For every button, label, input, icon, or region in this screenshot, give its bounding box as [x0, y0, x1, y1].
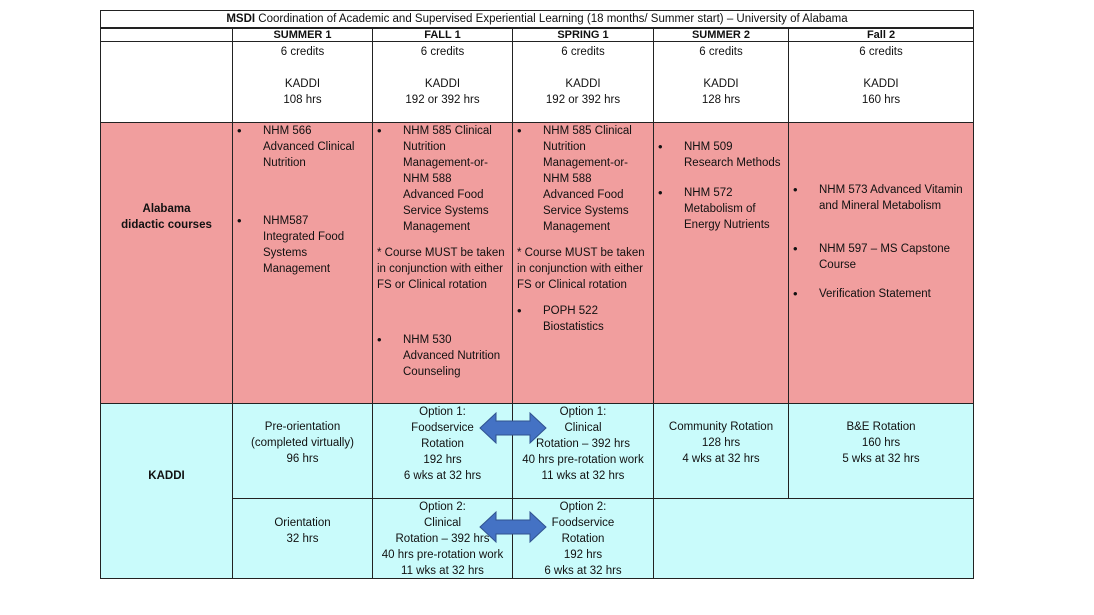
didactic-row-label: Alabama didactic courses	[100, 122, 233, 404]
credits-summer2: 6 credits KADDI 128 hrs	[653, 41, 789, 123]
table-title: MSDI Coordination of Academic and Superv…	[100, 10, 974, 28]
course-item: NHM 572 Metabolism of Energy Nutrients	[654, 185, 788, 233]
didactic-spring1: NHM 585 Clinical Nutrition Management-or…	[512, 122, 654, 404]
course-item: NHM587 Integrated Food Systems Managemen…	[233, 213, 372, 277]
course-item: NHM 566 Advanced Clinical Nutrition	[233, 123, 372, 171]
kaddi-row-label: KADDI	[100, 403, 233, 579]
credits-fall1: 6 credits KADDI 192 or 392 hrs	[372, 41, 513, 123]
kaddi-summer2-top: Community Rotation 128 hrs 4 wks at 32 h…	[653, 403, 789, 499]
header-empty	[100, 28, 233, 42]
swap-arrow-icon	[479, 510, 547, 544]
header-fall1: FALL 1	[372, 28, 513, 42]
course-item: NHM 597 – MS Capstone Course	[789, 241, 973, 273]
course-item: NHM 573 Advanced Vitamin and Mineral Met…	[789, 182, 973, 214]
header-summer2: SUMMER 2	[653, 28, 789, 42]
kaddi-summer1-bottom: Orientation 32 hrs	[232, 498, 373, 579]
course-item: NHM 585 Clinical Nutrition Management-or…	[373, 123, 512, 235]
didactic-fall1: NHM 585 Clinical Nutrition Management-or…	[372, 122, 513, 404]
title-bold: MSDI	[226, 13, 256, 25]
didactic-summer2: NHM 509 Research Methods NHM 572 Metabol…	[653, 122, 789, 404]
course-note: * Course MUST be taken in conjunction wi…	[377, 247, 505, 291]
swap-arrow-icon	[479, 411, 547, 445]
credits-empty	[100, 41, 233, 123]
kaddi-summer1-top: Pre-orientation (completed virtually) 96…	[232, 403, 373, 499]
course-item: Verification Statement	[789, 286, 973, 302]
didactic-summer1: NHM 566 Advanced Clinical Nutrition NHM5…	[232, 122, 373, 404]
header-spring1: SPRING 1	[512, 28, 654, 42]
kaddi-spring1-bottom: Option 2: Foodservice Rotation 192 hrs 6…	[512, 498, 654, 579]
header-summer1: SUMMER 1	[232, 28, 373, 42]
course-item: NHM 530 Advanced Nutrition Counseling	[373, 332, 512, 380]
credits-fall2: 6 credits KADDI 160 hrs	[788, 41, 974, 123]
credits-summer1: 6 credits KADDI 108 hrs	[232, 41, 373, 123]
course-note: * Course MUST be taken in conjunction wi…	[517, 247, 645, 291]
title-text: Coordination of Academic and Supervised …	[255, 13, 848, 25]
kaddi-summer2-fall2-bottom	[653, 498, 974, 579]
kaddi-fall2-top: B&E Rotation 160 hrs 5 wks at 32 hrs	[788, 403, 974, 499]
credits-spring1: 6 credits KADDI 192 or 392 hrs	[512, 41, 654, 123]
didactic-fall2: NHM 573 Advanced Vitamin and Mineral Met…	[788, 122, 974, 404]
course-item: NHM 585 Clinical Nutrition Management-or…	[513, 123, 653, 235]
course-item: POPH 522 Biostatistics	[513, 303, 653, 335]
header-fall2: Fall 2	[788, 28, 974, 42]
course-item: NHM 509 Research Methods	[654, 139, 788, 171]
